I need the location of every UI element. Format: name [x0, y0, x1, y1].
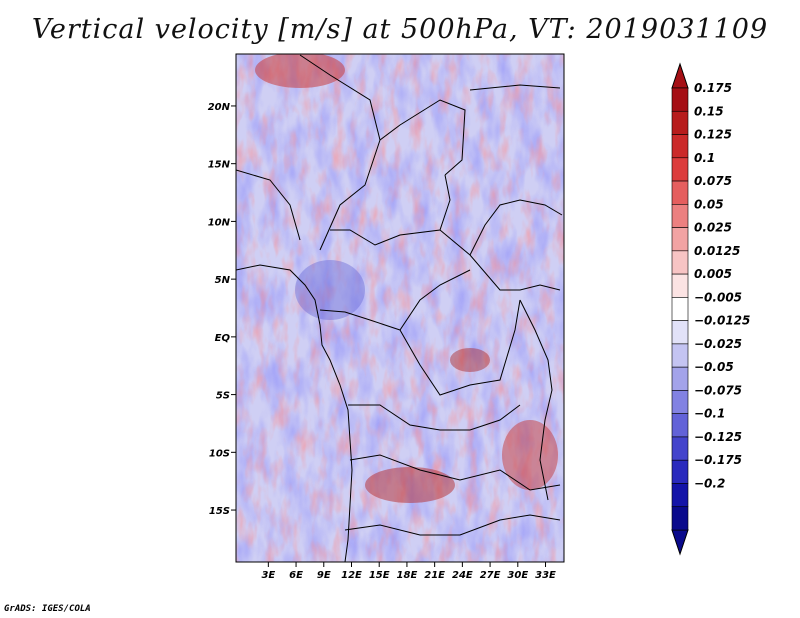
- lat-tick-label: 5S: [216, 391, 230, 402]
- colorbar-swatch: [671, 250, 689, 275]
- lat-tick-label: 10S: [209, 448, 230, 459]
- chart-title: Vertical velocity [m/s] at 500hPa, VT: 2…: [31, 14, 769, 45]
- lon-tick-label: 21E: [424, 570, 445, 581]
- lon-tick-label: 12E: [341, 570, 362, 581]
- border-south-3: [344, 514, 561, 536]
- colorbar-arrow-bottom: [671, 529, 689, 556]
- colorbar-swatch: [671, 134, 689, 159]
- colorbar-level-label: −0.05: [694, 360, 734, 374]
- lat-tick-label: EQ: [215, 333, 231, 344]
- colorbar-swatch: [671, 320, 689, 345]
- colorbar: 0.175 0.15 0.125 0.1 0.075 0.05 0.025 0.0125 0.0…: [671, 62, 750, 556]
- lon-tick-label: 18E: [397, 570, 418, 581]
- lon-tick-label: 6E: [289, 570, 303, 581]
- map-frame: [235, 53, 565, 563]
- colorbar-swatch: [671, 390, 689, 414]
- upward-feature-central: [450, 348, 490, 372]
- lat-tick-label: 5N: [215, 275, 231, 286]
- lat-tick-label: 10N: [208, 217, 231, 228]
- border-central-4: [399, 299, 521, 396]
- colorbar-swatch: [671, 297, 689, 321]
- colorbar-level-label: −0.1: [694, 407, 725, 421]
- colorbar-level-label: −0.175: [694, 453, 742, 467]
- longitude-axis: 3E 6E 9E 12E 15E 18E 21E 24E 27E 30E 33E: [261, 562, 556, 581]
- border-central-1: [330, 174, 451, 246]
- colorbar-arrow-top: [671, 62, 689, 89]
- colorbar-swatch: [671, 343, 689, 368]
- lat-tick-label: 15N: [208, 160, 231, 171]
- colorbar-swatch: [671, 273, 689, 298]
- colorbar-swatch: [671, 483, 689, 508]
- west-coastline: [236, 264, 353, 562]
- lon-tick-label: 33E: [535, 570, 556, 581]
- colorbar-level-label: −0.075: [694, 383, 742, 397]
- border-central-2: [439, 229, 561, 291]
- colorbar-swatch: [671, 506, 689, 531]
- east-rift-border: [519, 299, 553, 501]
- colorbar-level-label: 0.175: [694, 81, 732, 95]
- colorbar-swatch: [671, 366, 689, 391]
- colorbar-level-label: −0.025: [694, 337, 742, 351]
- border-north-2: [379, 99, 466, 176]
- lon-tick-label: 30E: [507, 570, 528, 581]
- colorbar-level-label: 0.1: [694, 151, 715, 165]
- colorbar-level-label: −0.005: [694, 290, 742, 304]
- colorbar-level-label: −0.125: [694, 430, 742, 444]
- border-west-1: [236, 169, 301, 241]
- lat-tick-label: 15S: [209, 506, 230, 517]
- lon-tick-label: 9E: [317, 570, 331, 581]
- colorbar-swatch: [671, 87, 689, 112]
- colorbar-level-label: 0.005: [694, 267, 732, 281]
- country-borders: [236, 54, 563, 562]
- colorbar-swatch: [671, 110, 689, 135]
- border-top-right: [469, 84, 561, 91]
- colorbar-level-label: −0.0125: [694, 314, 750, 328]
- colorbar-level-label: 0.025: [694, 221, 732, 235]
- border-south-1: [348, 404, 521, 431]
- colorbar-level-label: 0.0125: [694, 244, 740, 258]
- colorbar-swatch: [671, 459, 689, 484]
- upward-feature-north: [255, 54, 345, 88]
- colorbar-level-label: 0.15: [694, 104, 724, 118]
- colorbar-swatch: [671, 227, 689, 252]
- map-panel: [236, 54, 564, 562]
- lon-tick-label: 24E: [452, 570, 473, 581]
- lon-tick-label: 27E: [480, 570, 501, 581]
- downward-feature-central: [295, 260, 365, 320]
- lon-tick-label: 3E: [261, 570, 275, 581]
- credit-label: GrADS: IGES/COLA: [4, 604, 91, 614]
- colorbar-swatch: [671, 180, 689, 205]
- colorbar-level-label: −0.2: [694, 476, 725, 490]
- border-northeast: [469, 199, 563, 256]
- colorbar-swatch: [671, 157, 689, 182]
- colorbar-level-label: 0.05: [694, 197, 724, 211]
- upward-feature-east: [502, 420, 558, 490]
- border-south-2: [349, 454, 561, 491]
- colorbar-swatch: [671, 413, 689, 438]
- lon-tick-label: 15E: [369, 570, 390, 581]
- latitude-axis: 20N 15N 10N 5N EQ 5S 10S 15S: [208, 102, 236, 517]
- lat-tick-label: 20N: [208, 102, 231, 113]
- colorbar-swatch: [671, 204, 689, 228]
- colorbar-level-label: 0.125: [694, 128, 732, 142]
- colorbar-level-label: 0.075: [694, 174, 732, 188]
- colorbar-swatch: [671, 436, 689, 461]
- upward-feature-south: [365, 467, 455, 503]
